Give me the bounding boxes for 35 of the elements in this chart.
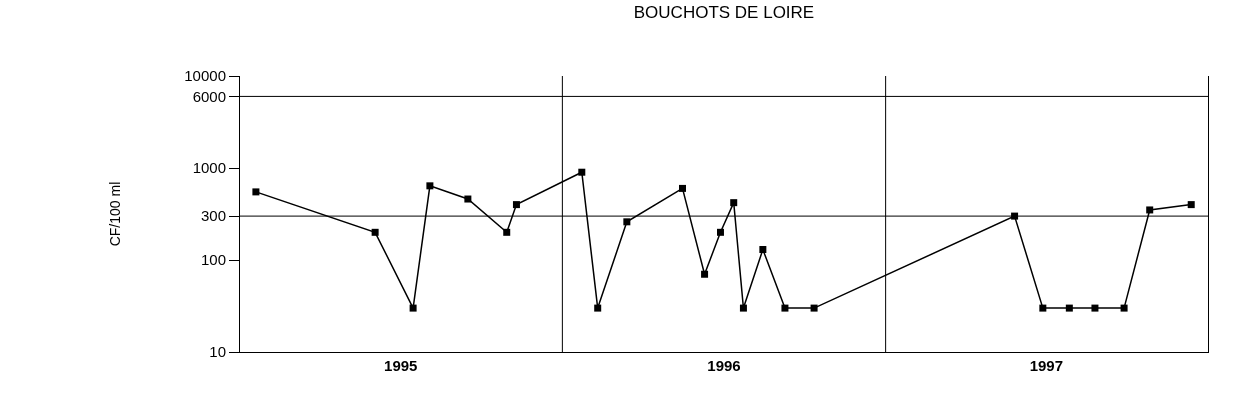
- point: [1091, 304, 1099, 312]
- point: [503, 228, 511, 236]
- point: [739, 304, 747, 312]
- point: [464, 195, 472, 203]
- point: [1146, 206, 1154, 214]
- point: [701, 270, 709, 278]
- point: [623, 218, 631, 226]
- point: [810, 304, 818, 312]
- point: [1120, 304, 1128, 312]
- point: [426, 182, 434, 190]
- point: [371, 228, 379, 236]
- point: [252, 188, 260, 196]
- point: [578, 168, 586, 176]
- point: [730, 199, 738, 207]
- point: [781, 304, 789, 312]
- y-tick-label: 10000: [184, 67, 226, 85]
- point: [512, 201, 520, 209]
- y-tick-label: 100: [200, 251, 226, 269]
- x-tick-label: 1996: [707, 357, 741, 374]
- point: [594, 304, 602, 312]
- point: [716, 228, 724, 236]
- y-tick-label: 1000: [192, 159, 226, 177]
- y-tick-label: 6000: [192, 87, 226, 105]
- point: [409, 304, 417, 312]
- point: [1065, 304, 1073, 312]
- x-tick-label: 1997: [1029, 357, 1064, 374]
- chart-title: BOUCHOTS DE LOIRE: [633, 3, 815, 23]
- point: [678, 184, 686, 192]
- point: [759, 246, 767, 254]
- y-axis-title: CF/100 ml: [106, 181, 123, 247]
- point: [1187, 201, 1195, 209]
- y-tick-label: 300: [200, 207, 226, 225]
- point: [1039, 304, 1047, 312]
- y-tick-label: 10: [209, 343, 226, 361]
- x-tick-label: 1995: [384, 357, 418, 374]
